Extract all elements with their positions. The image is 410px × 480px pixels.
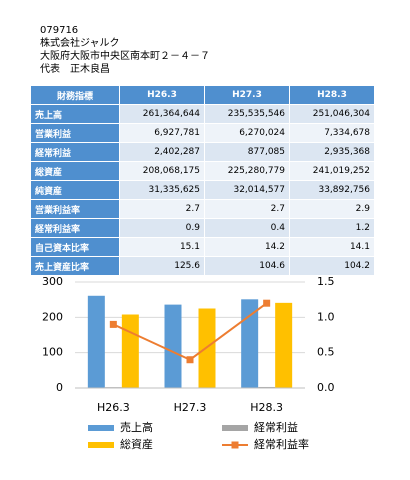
line-marker (263, 299, 271, 307)
cell: 2.7 (204, 199, 290, 219)
cell: 14.1 (289, 237, 375, 257)
y2-tick-label: 0.5 (317, 346, 335, 359)
y2-tick-label: 0.0 (317, 381, 335, 394)
x-tick-label: H26.3 (97, 401, 130, 414)
cell: 208,068,175 (119, 161, 205, 181)
cell: 7,334,678 (289, 123, 375, 143)
bar (258, 386, 276, 388)
table-row: 売上資産比率 125.6 104.6 104.2 (30, 256, 375, 276)
representative: 代表 正木良昌 (40, 64, 110, 75)
financial-table: 財務指標 H26.3 H27.3 H28.3 売上高 261,364,644 235,535… (30, 85, 375, 276)
line-marker (186, 356, 194, 364)
row-header: 自己資本比率 (30, 237, 120, 257)
bar (164, 304, 182, 388)
cell: 14.2 (204, 237, 290, 257)
cell: 6,270,024 (204, 123, 290, 143)
bar (241, 299, 259, 388)
legend-label: 経常利益 (254, 420, 298, 434)
cell: 2.7 (119, 199, 205, 219)
cell: 251,046,304 (289, 104, 375, 124)
x-tick-label: H27.3 (174, 401, 207, 414)
cell: 2,935,368 (289, 142, 375, 162)
y-tick-label: 0 (56, 381, 63, 394)
cell: 31,335,625 (119, 180, 205, 200)
row-header: 売上資産比率 (30, 256, 120, 276)
x-tick-label: H28.3 (250, 401, 283, 414)
row-header: 営業利益 (30, 123, 120, 143)
cell: 261,364,644 (119, 104, 205, 124)
cell: 6,927,781 (119, 123, 205, 143)
row-header: 純資産 (30, 180, 120, 200)
company: 株式会社ジャルク (40, 38, 120, 49)
y2-tick-label: 1.0 (317, 310, 335, 323)
header: 079716 株式会社ジャルク 大阪府大阪市中央区南本町２－４－７ 代表 正木良… (40, 24, 210, 76)
cell: 104.2 (289, 256, 375, 276)
table-row: 売上高 261,364,644 235,535,546 251,046,304 (30, 104, 375, 124)
cell: 235,535,546 (204, 104, 290, 124)
column-header: H26.3 (119, 85, 205, 105)
bar (121, 314, 139, 388)
cell: 104.6 (204, 256, 290, 276)
table-row: 経常利益 2,402,287 877,085 2,935,368 (30, 142, 375, 162)
cell: 2,402,287 (119, 142, 205, 162)
address: 大阪府大阪市中央区南本町２－４－７ (40, 51, 210, 62)
legend-marker (231, 441, 239, 449)
cell: 877,085 (204, 142, 290, 162)
bar (275, 302, 293, 388)
legend-label: 総資産 (120, 437, 153, 451)
table-row: 純資産 31,335,625 32,014,577 33,892,756 (30, 180, 375, 200)
legend-label: 経常利益率 (254, 437, 309, 451)
row-header: 総資産 (30, 161, 120, 181)
y-tick-label: 200 (42, 310, 63, 323)
legend-swatch (88, 425, 114, 431)
column-header: H28.3 (289, 85, 375, 105)
cell: 0.4 (204, 218, 290, 238)
row-header: 経常利益率 (30, 218, 120, 238)
cell: 32,014,577 (204, 180, 290, 200)
legend-swatch (222, 425, 248, 431)
y2-tick-label: 1.5 (317, 275, 335, 288)
cell: 15.1 (119, 237, 205, 257)
cell: 125.6 (119, 256, 205, 276)
cell: 33,892,756 (289, 180, 375, 200)
cell: 225,280,779 (204, 161, 290, 181)
bar (87, 295, 105, 388)
cell: 0.9 (119, 218, 205, 238)
table-row: 自己資本比率 15.1 14.2 14.1 (30, 237, 375, 257)
line-marker (109, 320, 117, 328)
table-row: 経常利益率 0.9 0.4 1.2 (30, 218, 375, 238)
cell: 241,019,252 (289, 161, 375, 181)
row-header: 経常利益 (30, 142, 120, 162)
legend-swatch (88, 442, 114, 448)
table-row: 営業利益 6,927,781 6,270,024 7,334,678 (30, 123, 375, 143)
y-tick-label: 100 (42, 346, 63, 359)
header-row: 財務指標 H26.3 H27.3 H28.3 (30, 85, 375, 105)
cell: 2.9 (289, 199, 375, 219)
table-row: 営業利益率 2.7 2.7 2.9 (30, 199, 375, 219)
table-row: 総資産 208,068,175 225,280,779 241,019,252 (30, 161, 375, 181)
row-header: 営業利益率 (30, 199, 120, 219)
chart: 0 100 200 300 0.0 0.5 1.0 1.5 H26.3 H27.3 H28.3 売上高… (42, 275, 335, 451)
legend-label: 売上高 (120, 420, 153, 434)
row-header: 売上高 (30, 104, 120, 124)
y-tick-label: 300 (42, 275, 63, 288)
column-header: 財務指標 (30, 85, 120, 105)
column-header: H27.3 (204, 85, 290, 105)
code: 079716 (40, 25, 79, 36)
cell: 1.2 (289, 218, 375, 238)
